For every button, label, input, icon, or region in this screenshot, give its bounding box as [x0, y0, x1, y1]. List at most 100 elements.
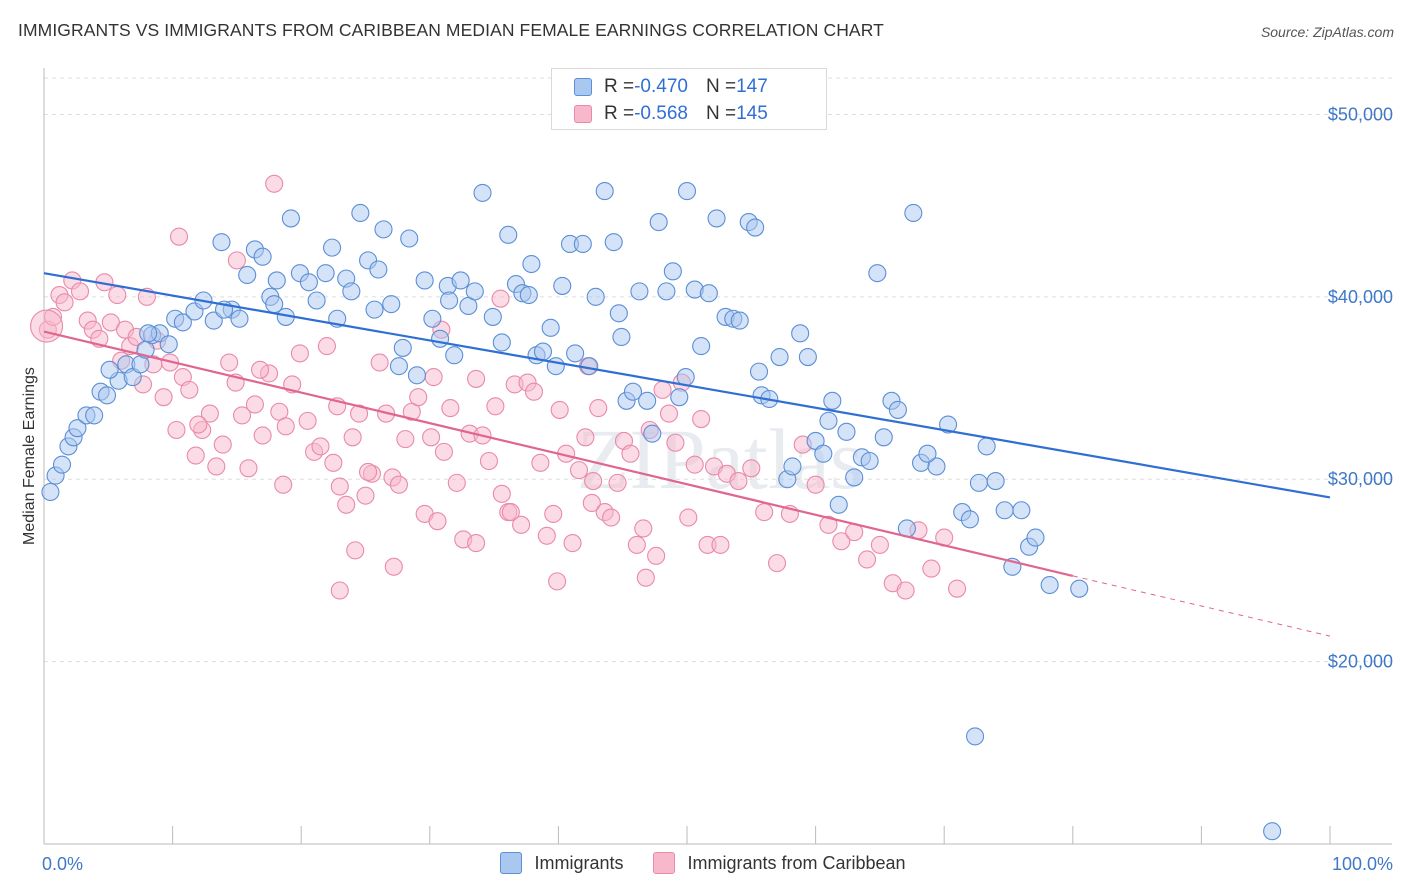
point-caribbean: [276, 417, 295, 436]
point-caribbean: [659, 404, 679, 423]
point-immigrants: [837, 422, 856, 441]
point-caribbean: [729, 472, 748, 491]
series-legend: Immigrants Immigrants from Caribbean: [0, 852, 1406, 874]
point-caribbean: [479, 451, 499, 471]
point-caribbean: [101, 313, 120, 332]
point-immigrants: [918, 444, 937, 463]
y-tick-label: $40,000: [1328, 287, 1393, 307]
legend-item-immigrants[interactable]: Immigrants: [500, 852, 623, 874]
y-tick-label: $30,000: [1328, 469, 1393, 489]
point-caribbean: [569, 461, 589, 480]
point-immigrants: [595, 182, 614, 201]
point-caribbean: [169, 227, 189, 246]
point-caribbean: [207, 457, 226, 476]
legend-r-label: R =: [604, 103, 635, 124]
legend-label-immigrants: Immigrants: [534, 852, 624, 873]
x-tick-labels: 0.0% 100.0%: [42, 854, 1393, 874]
point-caribbean: [356, 486, 375, 505]
point-caribbean: [317, 337, 336, 356]
point-caribbean: [330, 581, 349, 600]
source-credit: Source: ZipAtlas.com: [1260, 24, 1394, 40]
point-immigrants: [465, 282, 484, 301]
point-immigrants: [553, 276, 572, 295]
point-immigrants: [159, 335, 178, 354]
x-tick-label: 0.0%: [42, 854, 83, 874]
point-caribbean: [154, 388, 173, 407]
point-immigrants: [707, 209, 726, 228]
point-caribbean: [330, 477, 349, 496]
legend-r-value: -0.470: [634, 76, 688, 97]
point-immigrants: [41, 482, 60, 502]
point-caribbean: [531, 453, 550, 472]
point-immigrants: [97, 386, 117, 405]
point-caribbean: [245, 395, 264, 414]
point-caribbean: [548, 572, 567, 591]
point-immigrants: [415, 271, 434, 290]
point-immigrants: [783, 457, 802, 476]
point-immigrants: [692, 337, 711, 356]
point-caribbean: [685, 455, 704, 474]
point-caribbean: [180, 380, 199, 399]
point-immigrants: [868, 264, 887, 283]
point-immigrants: [649, 213, 668, 232]
point-caribbean: [441, 399, 460, 418]
point-caribbean: [55, 293, 74, 312]
point-immigrants: [253, 247, 272, 266]
point-immigrants: [927, 457, 946, 476]
chart-title: IMMIGRANTS VS IMMIGRANTS FROM CARIBBEAN …: [18, 20, 884, 40]
point-caribbean: [819, 515, 838, 534]
point-caribbean: [755, 503, 774, 522]
legend-swatch-pink: [574, 105, 592, 123]
point-immigrants: [238, 265, 257, 285]
point-immigrants: [483, 307, 502, 326]
point-immigrants: [374, 220, 393, 239]
trend-line-caribbean: [43, 330, 1074, 577]
point-immigrants: [609, 304, 628, 323]
point-caribbean: [265, 174, 284, 193]
point-caribbean: [290, 344, 309, 363]
gridlines: [44, 77, 1392, 663]
y-axis-label: Median Female Earnings: [21, 367, 38, 545]
legend-row-immigrants: R = -0.470 N = 147: [574, 76, 768, 98]
point-caribbean: [602, 508, 621, 527]
point-caribbean: [636, 568, 655, 587]
point-immigrants: [829, 495, 848, 514]
y-tick-label: $20,000: [1328, 652, 1393, 672]
point-immigrants: [960, 510, 979, 529]
point-immigrants: [699, 284, 718, 303]
point-caribbean: [447, 473, 466, 492]
point-immigrants: [369, 260, 388, 279]
point-immigrants: [519, 285, 538, 305]
point-immigrants: [267, 271, 286, 290]
legend-item-caribbean[interactable]: Immigrants from Caribbean: [653, 852, 906, 874]
point-immigrants: [100, 360, 119, 379]
trend-lines: [43, 272, 1331, 637]
point-caribbean: [486, 397, 505, 416]
point-immigrants: [643, 424, 662, 443]
point-caribbean: [608, 473, 627, 492]
point-caribbean: [239, 459, 258, 478]
point-caribbean: [692, 410, 711, 429]
point-caribbean: [524, 382, 544, 401]
point-immigrants: [819, 411, 838, 430]
point-caribbean: [70, 282, 90, 301]
point-caribbean: [634, 519, 653, 538]
point-caribbean: [232, 406, 252, 425]
point-caribbean: [627, 535, 646, 554]
trend-line-caribbean-extension: [1072, 575, 1331, 637]
y-tick-label: $50,000: [1328, 104, 1393, 124]
point-immigrants: [995, 501, 1014, 520]
point-caribbean: [200, 404, 219, 423]
point-caribbean: [512, 515, 531, 534]
point-immigrants: [749, 362, 769, 381]
point-caribbean: [434, 442, 453, 461]
point-immigrants: [473, 183, 492, 202]
point-immigrants: [400, 229, 419, 248]
point-caribbean: [227, 251, 246, 270]
point-immigrants: [860, 451, 879, 471]
point-immigrants: [677, 182, 697, 201]
point-caribbean: [767, 554, 787, 573]
point-caribbean: [563, 534, 582, 553]
point-immigrants: [986, 472, 1005, 491]
axes: [43, 68, 1392, 845]
